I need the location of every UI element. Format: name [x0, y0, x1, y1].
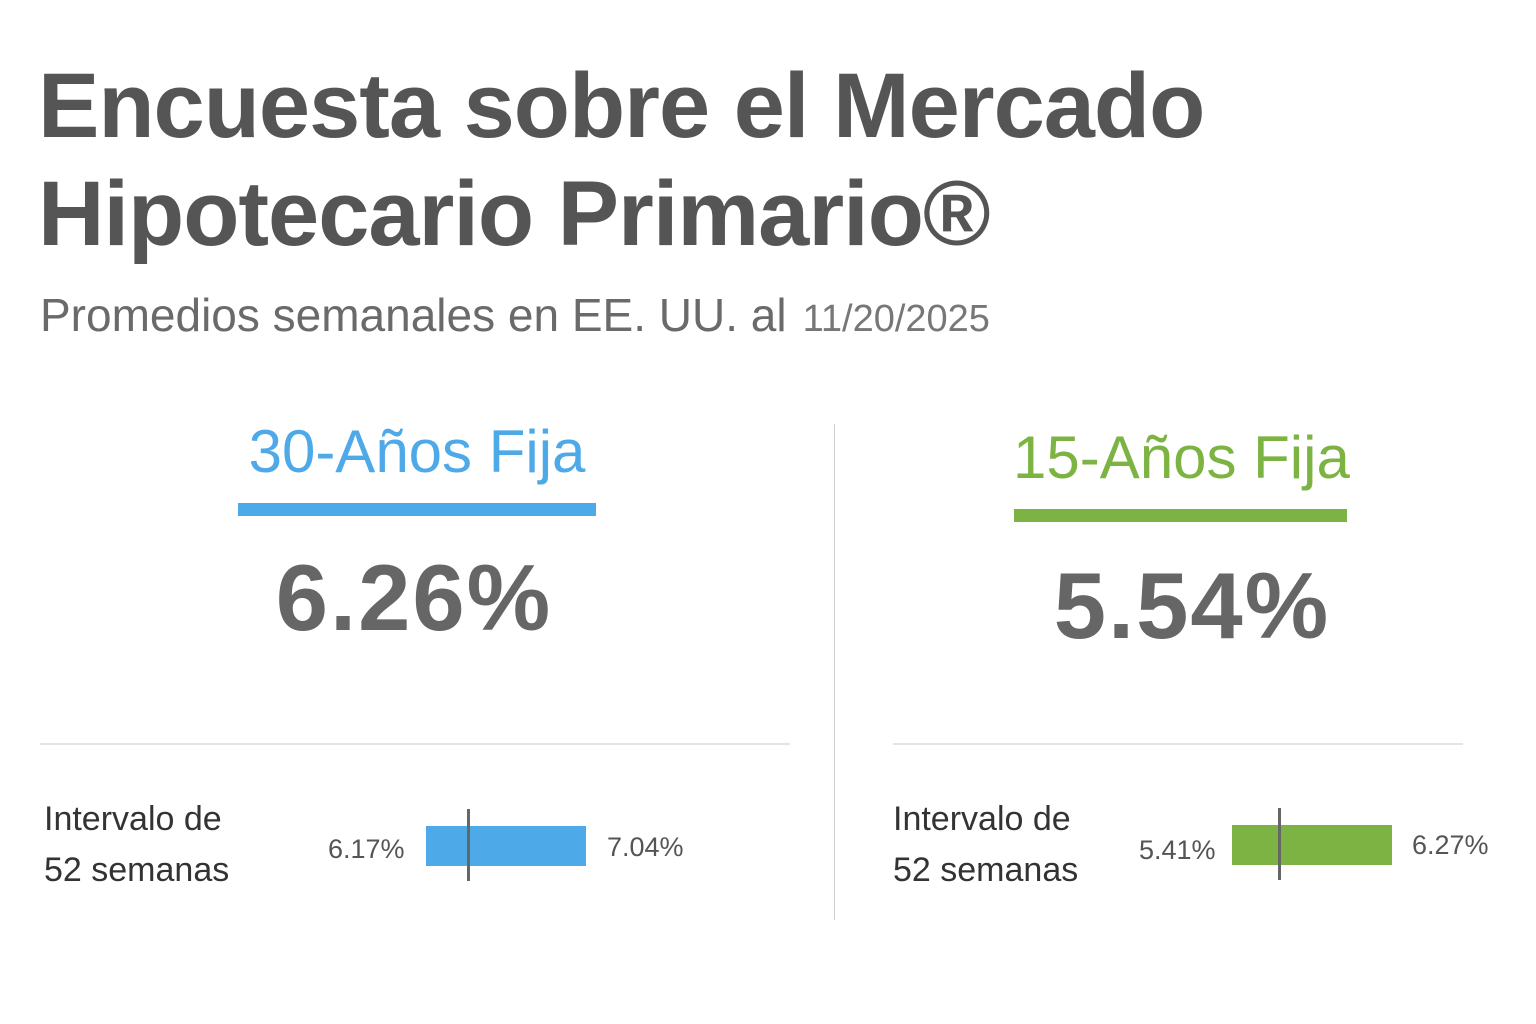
range-max: 7.04%	[607, 832, 684, 862]
range-label-line-1: Intervalo de	[893, 800, 1071, 838]
vertical-divider	[834, 424, 835, 920]
range-bar	[426, 826, 586, 866]
panel-30-year-fixed: 30-Años Fija 6.26% Intervalo de 52 seman…	[40, 418, 790, 896]
page-subtitle: Promedios semanales en EE. UU. al 11/20/2…	[40, 285, 990, 349]
range-min: 6.17%	[328, 834, 405, 864]
current-rate-marker	[467, 809, 470, 881]
current-rate-marker	[1278, 808, 1281, 880]
range-label: Intervalo de 52 semanas	[44, 794, 229, 896]
subtitle-text: Promedios semanales en EE. UU. al	[40, 289, 787, 341]
range-min: 5.41%	[1139, 835, 1216, 865]
range-max: 6.27%	[1412, 830, 1489, 860]
range-label-line-2: 52 semanas	[44, 851, 230, 889]
range-bar	[1232, 825, 1392, 865]
rate-value: 5.54%	[1053, 553, 1331, 658]
heading-underline	[1014, 509, 1347, 522]
heading-underline	[238, 503, 596, 516]
page-title-line-2: Hipotecario Primario®	[38, 163, 991, 265]
range-label-line-2: 52 semanas	[893, 851, 1079, 889]
survey-date: 11/20/2025	[802, 298, 990, 340]
panel-heading: 30-Años Fija	[248, 418, 586, 485]
range-label: Intervalo de 52 semanas	[893, 794, 1078, 896]
range-label-line-1: Intervalo de	[44, 800, 222, 838]
horizontal-divider	[40, 743, 790, 745]
horizontal-divider	[893, 743, 1463, 745]
page-title: Encuesta sobre el Mercado Hipotecario Pr…	[38, 52, 1338, 268]
page-title-line-1: Encuesta sobre el Mercado	[38, 55, 1205, 157]
panel-heading: 15-Años Fija	[1013, 424, 1350, 491]
rate-value: 6.26%	[275, 545, 553, 650]
